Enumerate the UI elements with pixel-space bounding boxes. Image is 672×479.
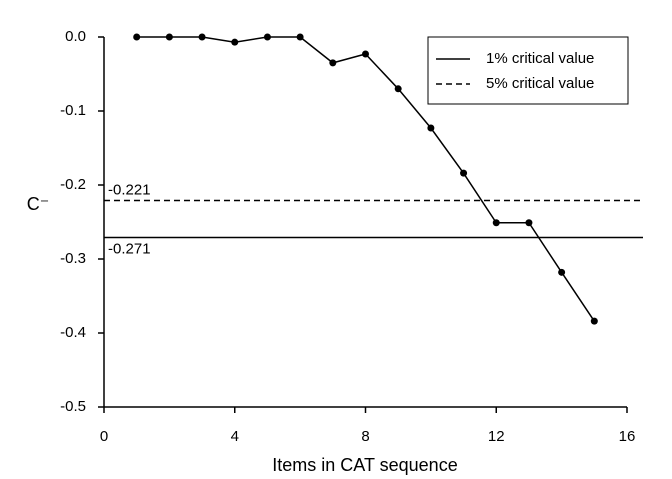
- x-tick-label: 8: [361, 428, 369, 445]
- data-point: [198, 33, 206, 41]
- y-tick-label: 0.0: [65, 28, 86, 45]
- data-point: [165, 33, 173, 41]
- data-point: [231, 38, 239, 46]
- reference-label: -0.221: [108, 182, 151, 199]
- y-tick-label: -0.4: [60, 324, 86, 341]
- data-point: [362, 50, 369, 58]
- reference-label: -0.271: [108, 241, 151, 258]
- data-point: [525, 219, 533, 227]
- y-tick-label: -0.1: [60, 102, 86, 119]
- data-point: [133, 33, 141, 41]
- data-point: [329, 59, 337, 67]
- x-tick-label: 12: [488, 428, 505, 445]
- x-tick-label: 16: [619, 428, 636, 445]
- y-tick-label: -0.5: [60, 398, 86, 415]
- data-point: [394, 85, 402, 93]
- data-point: [427, 124, 435, 132]
- legend-box: [427, 36, 629, 105]
- x-tick-label: 4: [231, 428, 239, 445]
- legend-label: 5% critical value: [486, 75, 594, 92]
- x-tick-label: 0: [100, 428, 108, 445]
- y-tick-label: -0.2: [60, 176, 86, 193]
- y-tick-label: -0.3: [60, 250, 86, 267]
- x-axis-label: Items in CAT sequence: [272, 455, 457, 475]
- y-axis-label: C⁻: [27, 194, 50, 214]
- data-point: [558, 268, 566, 276]
- data-point: [492, 219, 500, 227]
- data-point: [296, 33, 304, 41]
- data-point: [590, 317, 598, 325]
- data-point: [460, 169, 468, 177]
- data-point: [263, 33, 271, 41]
- legend-label: 1% critical value: [486, 50, 594, 67]
